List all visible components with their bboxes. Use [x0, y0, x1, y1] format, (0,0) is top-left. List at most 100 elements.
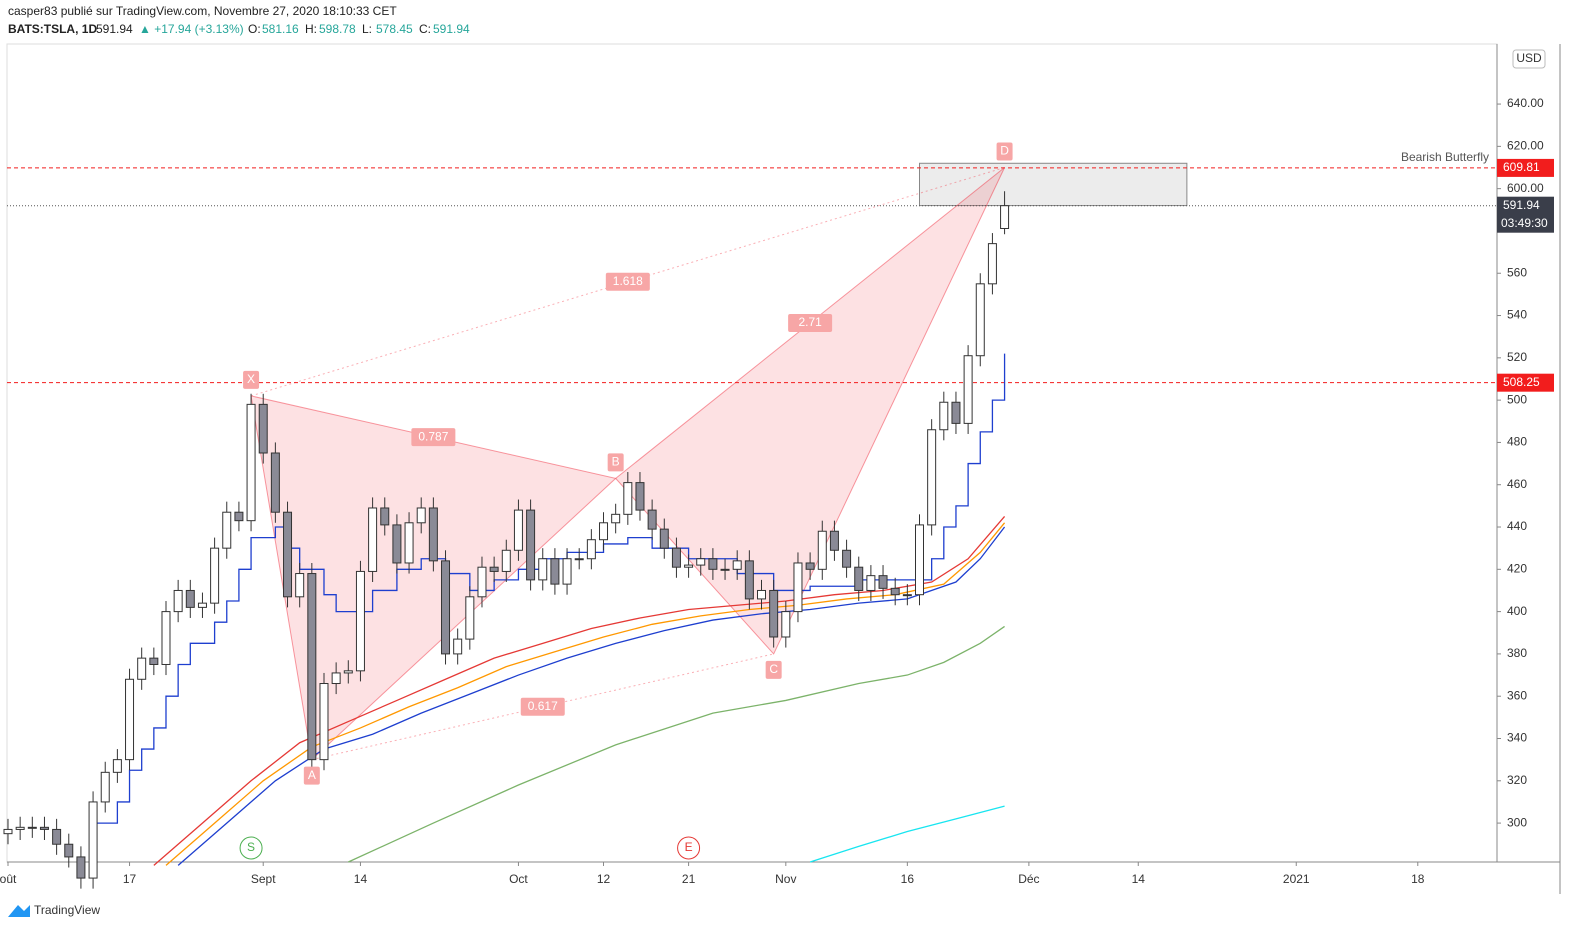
y-tick-label: 520 — [1507, 350, 1527, 364]
ratio-tag — [520, 697, 565, 716]
x-tick-label: 17 — [123, 872, 137, 886]
candle-body — [720, 568, 730, 571]
candle-body — [696, 558, 706, 566]
candle-body — [331, 672, 341, 685]
candle-body — [902, 594, 912, 597]
candle-body — [3, 828, 13, 835]
ratio: 1.618 — [613, 274, 643, 288]
pattern-point: A — [308, 768, 316, 782]
pattern-point: X — [247, 372, 255, 386]
countdown: 03:49:30 — [1501, 216, 1548, 230]
candle-body — [343, 670, 353, 674]
ohlc-key: L: — [362, 22, 372, 36]
ratio: 0.787 — [418, 429, 448, 443]
y-tick-label: 400 — [1507, 604, 1527, 618]
moving-average — [809, 805, 1005, 863]
ratio-tag — [605, 272, 650, 291]
candle-body — [915, 524, 925, 596]
event-label: E — [685, 840, 693, 854]
y-tick-label: 340 — [1507, 731, 1527, 745]
candle-body — [441, 560, 451, 655]
target-zone — [919, 162, 1188, 207]
candle-body — [210, 547, 220, 604]
plot: Bearish Butterfly X A B C D 0.787 1.618 2.71 0.61… — [3, 142, 1497, 889]
candle-body — [611, 513, 621, 524]
ohlc-value: 581.16 — [262, 22, 299, 36]
candle-body — [258, 403, 268, 454]
moving-average — [348, 625, 1005, 863]
pattern-point: D — [1000, 144, 1009, 158]
candle-body — [963, 355, 973, 424]
symbol: BATS:TSLA, 1D — [8, 22, 97, 36]
candle-body — [295, 573, 305, 598]
candle-body — [757, 589, 767, 600]
candle-body — [161, 611, 171, 665]
x-tick-label: 18 — [1411, 872, 1425, 886]
pattern-name: Bearish Butterfly — [1401, 150, 1489, 164]
currency[interactable]: USD — [1516, 51, 1542, 65]
candle-body — [428, 507, 438, 562]
pattern-point: B — [612, 455, 620, 469]
candle-body — [270, 452, 280, 513]
candle-body — [671, 547, 681, 568]
candle-body — [380, 507, 390, 526]
y-tick-label: 560 — [1507, 265, 1527, 279]
candle-body — [538, 558, 548, 581]
y-tick-label: 300 — [1507, 815, 1527, 829]
candle-body — [125, 678, 135, 761]
candle-body — [817, 530, 827, 570]
last-price-label: 591.94 — [1503, 198, 1540, 212]
candle-body — [866, 575, 876, 591]
candle-body — [246, 403, 256, 522]
candle-body — [173, 589, 183, 613]
event-marker — [239, 836, 263, 860]
x-tick-label: Oct — [509, 872, 528, 886]
pattern-dotted — [250, 167, 1005, 397]
candle-body — [222, 511, 232, 549]
currency-button[interactable] — [1512, 49, 1546, 69]
candle-body — [100, 771, 110, 803]
x-tick-label: oût — [0, 872, 17, 886]
ohlc-value: 598.78 — [319, 22, 356, 36]
publisher: casper83 publié sur TradingView.com, Nov… — [8, 4, 397, 18]
candle-body — [854, 566, 864, 591]
candle-body — [574, 558, 584, 561]
candle-body — [88, 801, 98, 879]
x-tick-label: 16 — [901, 872, 915, 886]
candle-body — [586, 539, 596, 560]
level-label: 609.81 — [1503, 160, 1540, 174]
ohlc-key: O: — [248, 22, 261, 36]
candle-body — [307, 573, 317, 761]
candle-body — [368, 507, 378, 572]
ohlc-value: 591.94 — [433, 22, 470, 36]
pattern-point-tag — [765, 660, 782, 679]
candle-body — [489, 566, 499, 572]
candle-body — [599, 522, 609, 541]
candle-body — [623, 482, 633, 515]
candle-body — [927, 429, 937, 526]
candle-body — [732, 560, 742, 570]
candle-body — [283, 511, 293, 598]
ratio-tag — [788, 313, 833, 332]
candle-body — [52, 828, 62, 845]
tv-logo — [8, 905, 30, 917]
candle-body — [951, 401, 961, 424]
candle-body — [76, 856, 86, 879]
level-tag — [1497, 373, 1554, 392]
candle-body — [684, 564, 694, 568]
candle-body — [769, 589, 779, 638]
candle-body — [64, 843, 74, 858]
candle-body — [781, 611, 791, 638]
candle-body — [635, 482, 645, 511]
y-tick-label: 420 — [1507, 561, 1527, 575]
level-label: 508.25 — [1503, 375, 1540, 389]
y-tick-label: 320 — [1507, 773, 1527, 787]
y-tick-label: 440 — [1507, 519, 1527, 533]
last-price-tag — [1497, 196, 1554, 233]
candle-body — [829, 530, 839, 551]
candle-body — [793, 562, 803, 613]
candle-body — [987, 243, 997, 285]
candle-body — [842, 549, 852, 568]
x-tick-label: 14 — [354, 872, 368, 886]
